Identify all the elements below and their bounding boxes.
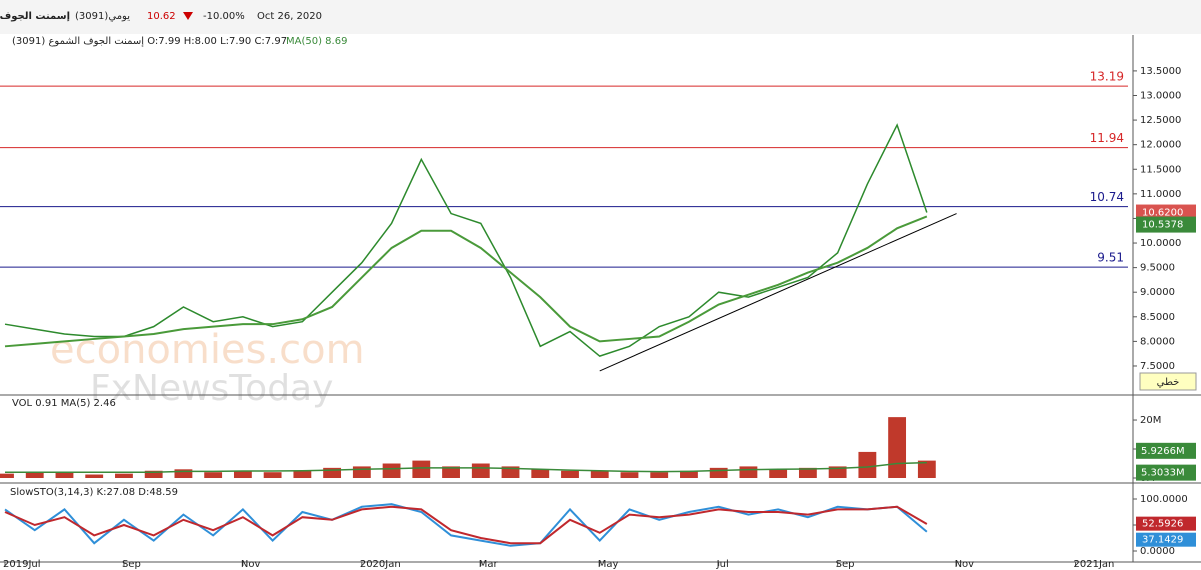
x-tick-label: 2020Jan — [360, 559, 401, 570]
price-tag-label: 10.5378 — [1142, 220, 1183, 231]
period[interactable]: يومي — [108, 11, 130, 22]
watermark: economies.com — [50, 327, 365, 373]
volume-bar — [501, 466, 520, 478]
y-tick-label: 8.0000 — [1140, 336, 1175, 347]
y-tick-label: 100.0000 — [1140, 494, 1188, 505]
price-tag — [1136, 216, 1196, 233]
ohlc-legend: إسمنت الجوف الشموع (3091) O:7.99 H:8.00 … — [12, 36, 287, 47]
volume-bar — [0, 473, 14, 478]
volume-bar — [144, 470, 163, 478]
level-label: 10.74 — [1090, 190, 1124, 204]
down-arrow — [183, 12, 193, 20]
stoch-title: SlowSTO(3,14,3) K:27.08 D:48.59 — [10, 487, 178, 498]
trendline — [599, 213, 957, 372]
volume-bar — [590, 470, 609, 478]
level-label: 13.19 — [1090, 70, 1124, 84]
stoch-tag-label: 52.5926 — [1142, 519, 1183, 530]
price-tag — [1136, 204, 1196, 221]
volume-bar — [263, 472, 282, 478]
volume-bar — [442, 466, 460, 478]
volume-bar — [471, 463, 490, 478]
y-tick-label: 9.0000 — [1140, 287, 1175, 298]
stoch-tag-label: 37.1429 — [1142, 535, 1183, 546]
volume-bar — [412, 460, 431, 478]
price-tag-label: 10.6200 — [1142, 208, 1183, 219]
stoch-tag — [1136, 516, 1196, 531]
y-tick-label: 7.5000 — [1140, 361, 1175, 372]
stock-name: إسمنت الجوف — [0, 11, 70, 22]
volume-bar — [323, 467, 342, 478]
y-tick-label: 13.0000 — [1140, 90, 1181, 101]
line-button[interactable] — [1139, 372, 1197, 391]
volume-bar — [680, 470, 698, 478]
y-tick-label: 11.0000 — [1140, 189, 1181, 200]
level-label: 11.94 — [1090, 131, 1124, 145]
ma-line — [4, 215, 928, 348]
date: Oct 26, 2020 — [257, 11, 322, 22]
stoch-k — [4, 503, 928, 547]
x-tick-label: Nov — [955, 559, 975, 570]
volume-bar — [769, 469, 788, 478]
volume-bar — [739, 466, 758, 478]
volume-tag — [1136, 442, 1196, 459]
stoch-tag — [1136, 532, 1196, 547]
volume-bar — [204, 472, 223, 478]
y-tick-label: 12.0000 — [1140, 140, 1181, 151]
volume-bar — [174, 469, 193, 478]
y-tick-label: 0.0000 — [1140, 546, 1175, 557]
x-tick-label: May — [598, 559, 619, 570]
volume-bar — [531, 469, 550, 478]
volume-bar — [85, 474, 104, 478]
volume-bar — [115, 473, 133, 478]
volume-bar — [798, 467, 817, 478]
volume-bar — [561, 470, 579, 478]
x-tick-label: 2021Jan — [1074, 559, 1115, 570]
volume-bar — [293, 470, 312, 478]
y-tick-label: 20M — [1140, 415, 1161, 426]
level-label: 9.51 — [1097, 251, 1124, 265]
stoch-d — [4, 505, 928, 545]
volume-bar — [858, 451, 877, 478]
volume-bar — [352, 466, 371, 478]
volume-bar — [233, 470, 252, 478]
volume-bar — [620, 472, 639, 478]
x-tick-label: Jul — [716, 559, 729, 570]
y-tick-label: 11.5000 — [1140, 164, 1181, 175]
volume-tag-label: 5.9266M — [1141, 446, 1185, 457]
volume-tag-label: 5.3033M — [1141, 468, 1185, 479]
volume-bar — [382, 463, 401, 478]
price-line — [4, 123, 928, 357]
volume-bar — [888, 417, 907, 478]
volume-bar — [55, 472, 74, 478]
volume-bar — [828, 466, 847, 478]
y-tick-label: 8.5000 — [1140, 312, 1175, 323]
y-tick-label: 13.5000 — [1140, 66, 1181, 77]
top-bar — [0, 0, 1201, 34]
line-button-label[interactable]: خطي — [1157, 377, 1180, 388]
x-tick-label: Sep — [836, 559, 855, 570]
volume-ma — [5, 461, 927, 473]
x-tick-label: Sep — [122, 559, 141, 570]
volume-tag — [1136, 464, 1196, 481]
y-tick-label: 12.5000 — [1140, 115, 1181, 126]
volume-bar — [709, 467, 728, 478]
change: -10.00% — [203, 11, 245, 22]
x-tick-label: Mar — [479, 559, 499, 570]
ma-legend: MA(50) 8.69 — [286, 36, 347, 47]
volume-title: VOL 0.91 MA(5) 2.46 — [12, 398, 116, 409]
last-price: 10.62 — [147, 11, 176, 22]
y-tick-label: 9.5000 — [1140, 263, 1175, 274]
volume-bar — [25, 472, 44, 478]
x-tick-label: 2019Jul — [3, 559, 41, 570]
volume-bar — [917, 460, 936, 478]
volume-bar — [650, 472, 669, 478]
stock-code: (3091) — [75, 11, 108, 22]
watermark: FxNewsToday — [90, 368, 333, 409]
x-tick-label: Nov — [241, 559, 261, 570]
y-tick-label: 10.0000 — [1140, 238, 1181, 249]
